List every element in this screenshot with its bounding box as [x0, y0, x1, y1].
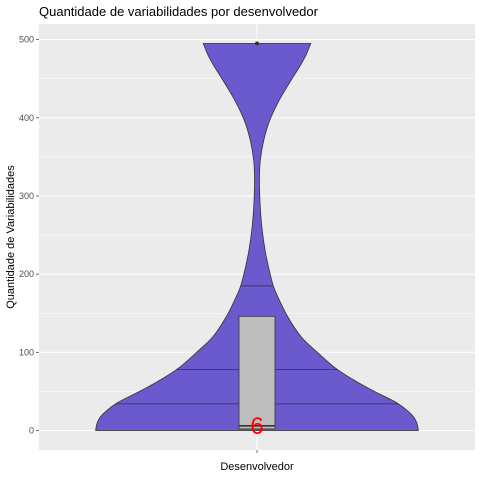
y-tick-label: 500	[19, 35, 34, 45]
violin-shape	[95, 43, 419, 431]
y-tick-label: 100	[19, 347, 34, 357]
y-axis-label: Quantidade de Variabilidades	[5, 165, 17, 309]
y-tick-label: 300	[19, 191, 34, 201]
y-tick-label: 0	[29, 425, 34, 435]
y-axis-ticks: 0 100 200 300 400 500	[19, 35, 39, 435]
boxplot	[238, 315, 276, 431]
x-axis-label: Desenvolvedor	[220, 461, 294, 473]
chart-title: Quantidade de variabilidades por desenvo…	[39, 4, 319, 19]
boxplot-box	[238, 315, 276, 430]
boxplot-outlier-point	[255, 41, 259, 46]
y-tick-label: 400	[19, 113, 34, 123]
median-value-label: 6	[250, 413, 263, 440]
boxplot-outliers	[255, 41, 259, 46]
y-tick-label: 200	[19, 269, 34, 279]
